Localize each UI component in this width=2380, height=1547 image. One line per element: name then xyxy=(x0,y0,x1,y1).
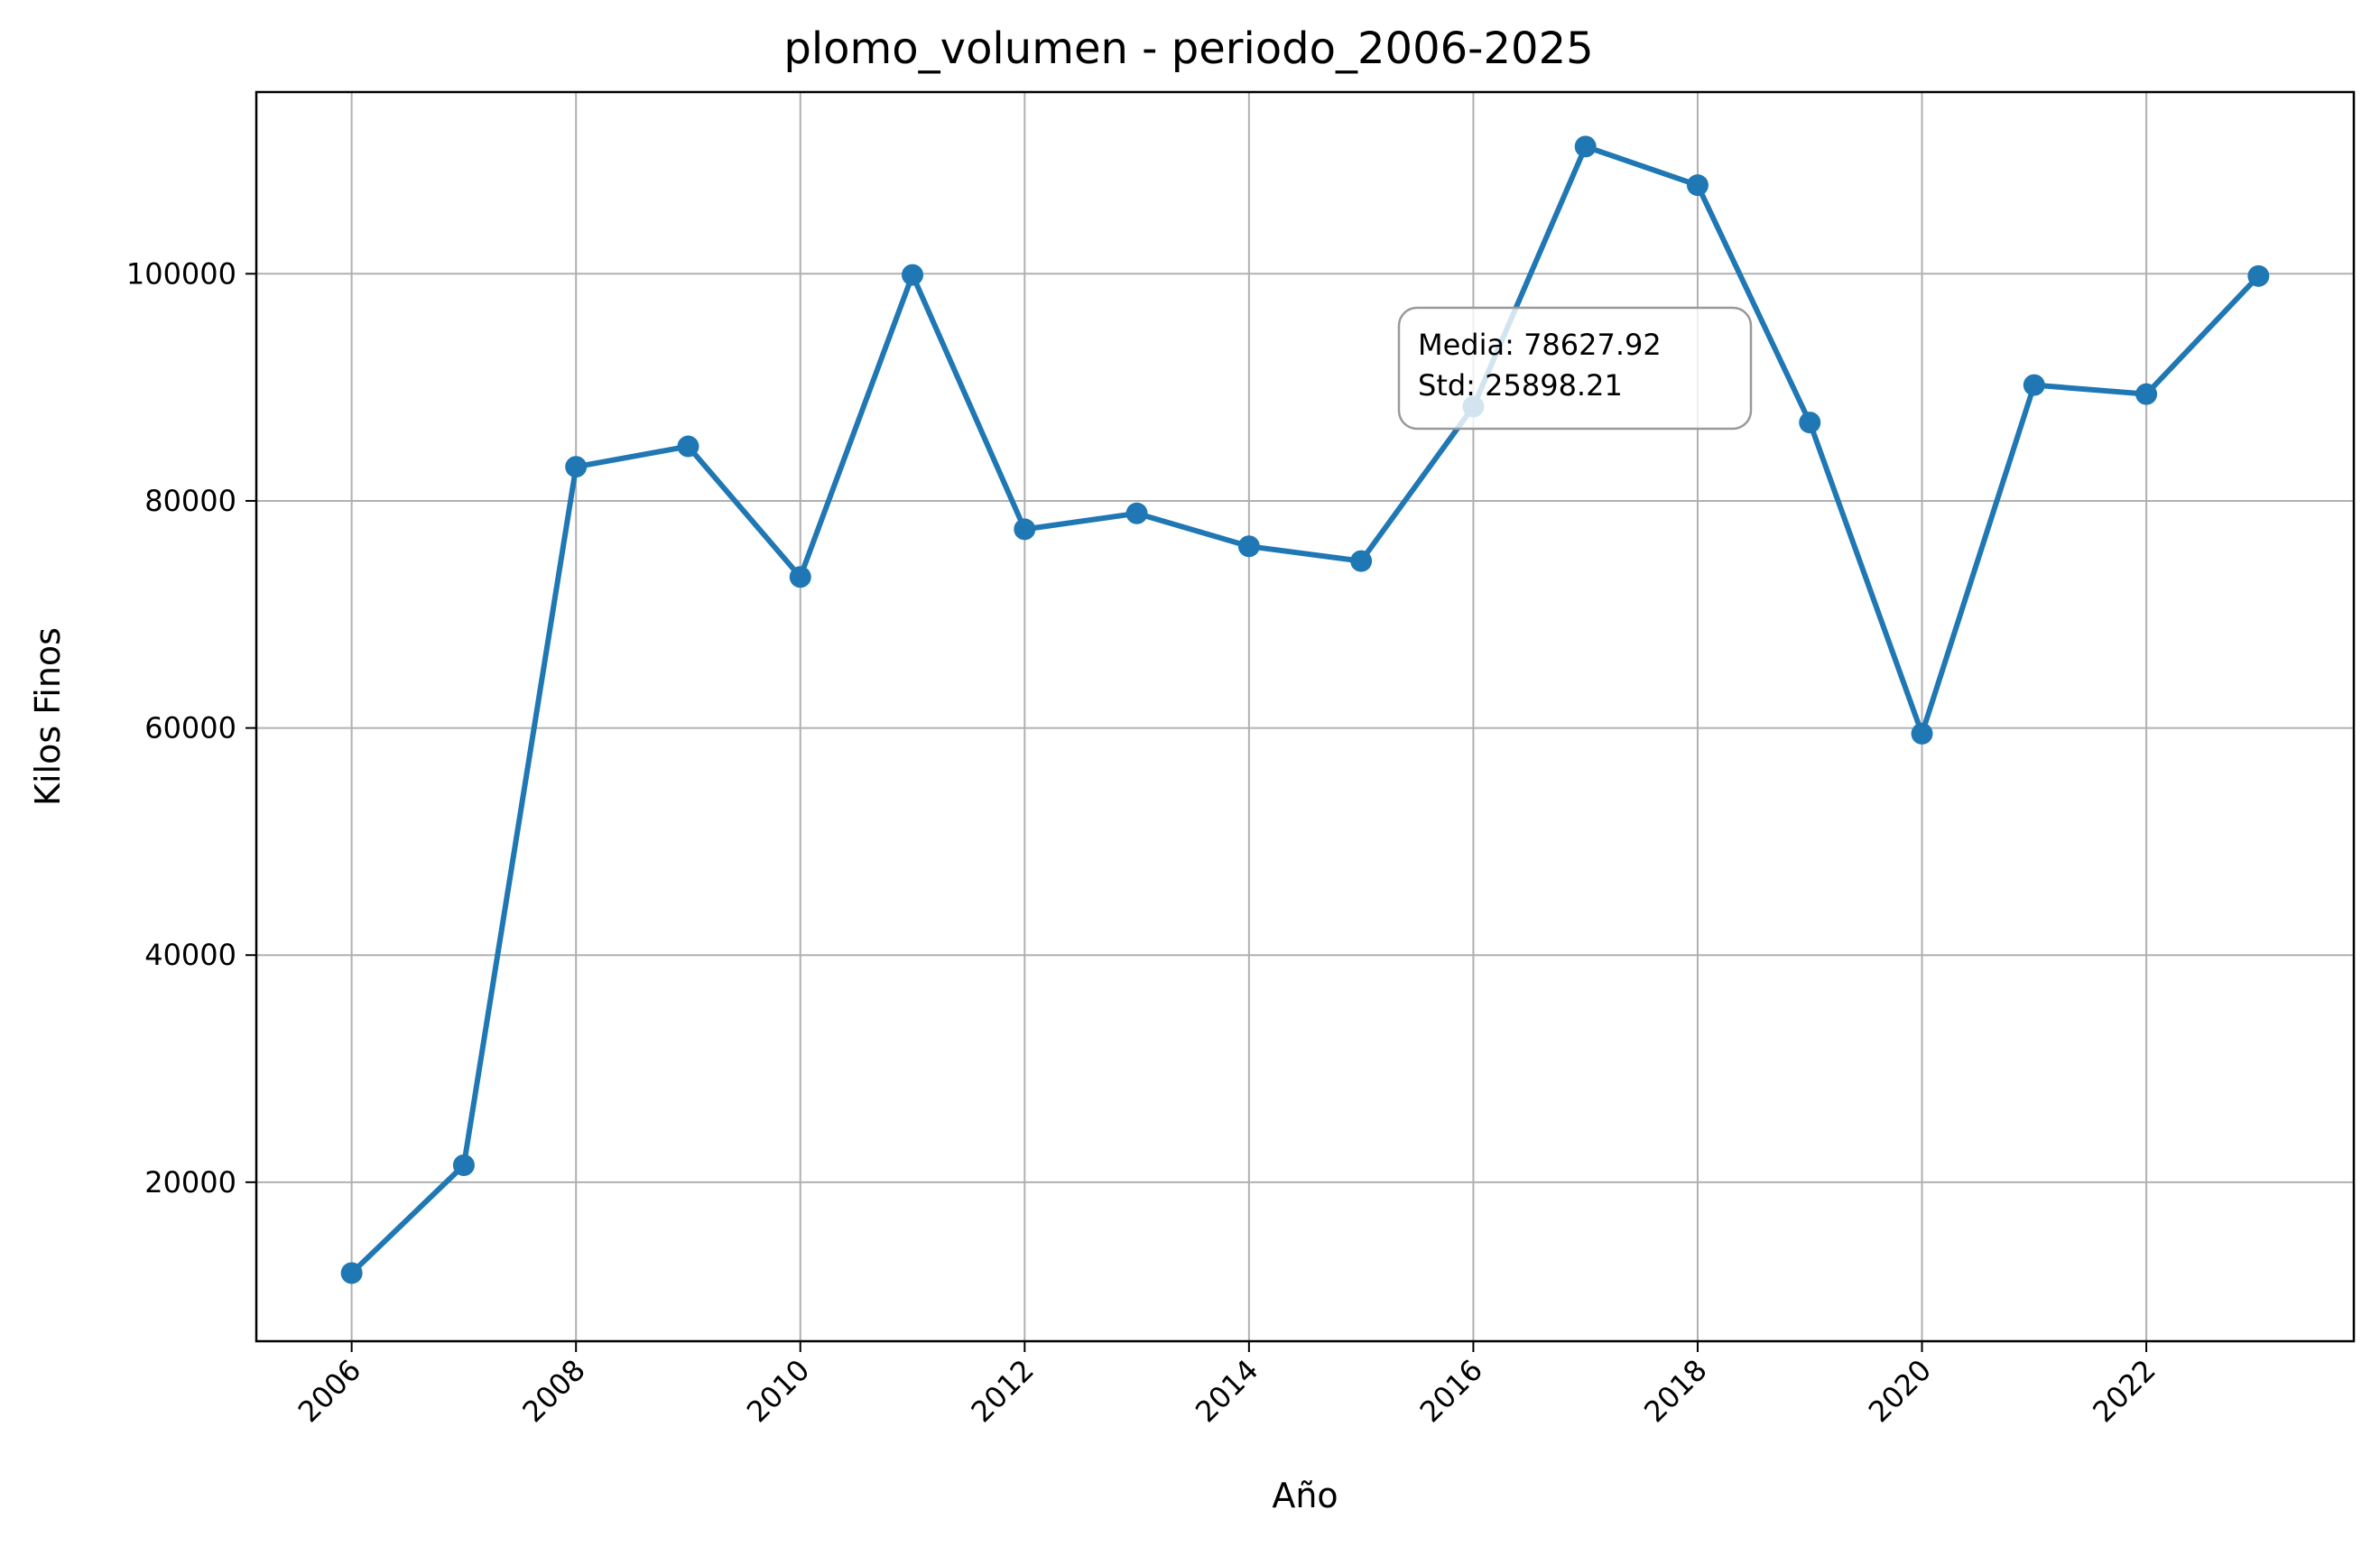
data-point xyxy=(1014,518,1036,541)
data-point xyxy=(1911,722,1933,745)
data-point xyxy=(2135,383,2158,405)
data-point xyxy=(677,435,699,458)
data-point xyxy=(2247,264,2270,287)
y-tick-label: 20000 xyxy=(144,1165,236,1200)
data-point xyxy=(565,456,588,478)
data-point xyxy=(1237,535,1260,558)
data-point xyxy=(1125,502,1148,524)
y-tick-label: 40000 xyxy=(144,938,236,972)
series-line xyxy=(349,144,2261,1275)
y-axis-title: Kilos Finos xyxy=(28,627,68,806)
plot-frame xyxy=(255,90,2356,1343)
data-point xyxy=(789,566,811,588)
data-point xyxy=(1350,550,1373,572)
grid-lines xyxy=(256,92,2354,1341)
stats-annotation: Media: 78627.92 Std: 25898.21 xyxy=(1397,306,1753,431)
data-point xyxy=(1799,412,1821,434)
chart-title: plomo_volumen - periodo_2006-2025 xyxy=(783,23,1593,74)
annotation-line: Media: 78627.92 xyxy=(1418,328,1662,362)
data-point xyxy=(452,1153,475,1176)
data-series xyxy=(340,135,2270,1284)
y-tick-label: 80000 xyxy=(144,484,236,518)
y-tick-label: 100000 xyxy=(126,256,236,291)
y-tick-label: 60000 xyxy=(144,711,236,746)
data-point xyxy=(1686,174,1709,197)
x-axis-title: Año xyxy=(1272,1476,1338,1515)
data-point xyxy=(902,264,924,286)
y-axis-ticks: 20000 40000 60000 80000 100000 xyxy=(126,256,256,1200)
annotation-box xyxy=(1397,306,1753,431)
annotation-line: Std: 25898.21 xyxy=(1418,368,1623,403)
data-point xyxy=(2023,374,2045,396)
data-point xyxy=(340,1262,363,1284)
data-point xyxy=(1574,135,1597,158)
